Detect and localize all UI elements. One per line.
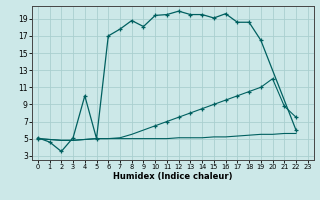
X-axis label: Humidex (Indice chaleur): Humidex (Indice chaleur)	[113, 172, 233, 181]
